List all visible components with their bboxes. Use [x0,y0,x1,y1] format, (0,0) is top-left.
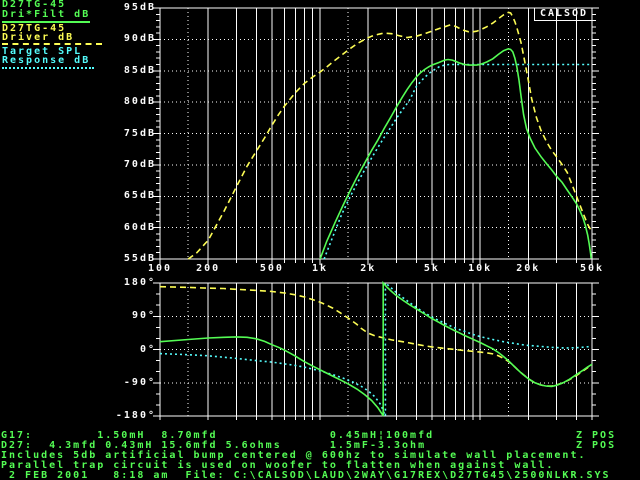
y-axis-tick-label: -180° [115,410,156,421]
y-axis-tick-label: 65dB [123,190,156,202]
frequency-tick-label: 50k [579,263,605,274]
legend-target-label: Response dB [2,55,91,66]
frequency-tick-label: 500 [259,263,284,274]
legend-driver-label: Driver dB [2,32,75,43]
app-logo-label: CALSOD [539,8,589,19]
frequency-tick-label: 2k [360,263,377,274]
frequency-tick-label: 200 [196,263,221,274]
y-axis-tick-label: 180° [123,277,156,288]
woofer-network-values: D27: 4.3mfd 0.43mH 15.6mfd 5.6ohms 1.5mF… [1,440,427,451]
y-axis-tick-label: 75dB [123,127,156,139]
frequency-tick-label: 20k [516,263,541,274]
legend-driver-linestyle [2,43,102,45]
y-axis-tick-label: 60dB [123,221,156,233]
y-axis-tick-label: 95dB [123,2,156,13]
y-axis-tick-label: -90° [123,376,156,388]
frequency-tick-label: 5k [423,263,440,274]
y-axis-tick-label: 90dB [123,33,156,45]
woofer-polarity: Z POS [576,440,617,451]
y-axis-tick-label: 0° [139,343,156,355]
note-line-1: Includes 5db artificial bump centered @ … [1,450,587,461]
y-axis-tick-label: 90° [131,310,156,322]
y-axis-tick-label: 80dB [123,96,156,108]
frequency-tick-label: 1k [312,263,329,274]
tweeter-network-values: G17: 1.50mH 8.70mfd 0.45mH¦100mfd [1,430,435,441]
frequency-tick-label: 100 [147,263,173,274]
y-axis-tick-label: 70dB [123,158,156,170]
legend-filtered-label: Dri*Filt dB [2,9,91,20]
legend-filtered-linestyle [2,21,90,23]
note-line-2: Parallel trap circuit is used on woofer … [1,460,555,471]
tweeter-polarity: Z POS [576,430,617,441]
app-logo-box: CALSOD [534,8,593,21]
legend-driver-title: D27TG-45 [2,23,67,34]
frequency-tick-label: 10k [468,263,493,274]
y-axis-tick-label: 55dB [123,253,156,264]
legend-target-linestyle [2,67,94,69]
footer-date-file: 2 FEB 2001 8:18 am File: C:\CALSOD\LAUD\… [1,470,611,480]
y-axis-tick-label: 85dB [123,64,156,76]
legend-target-title: Target SPL [2,46,83,57]
legend-filtered-title: D27TG-45 [2,0,67,10]
